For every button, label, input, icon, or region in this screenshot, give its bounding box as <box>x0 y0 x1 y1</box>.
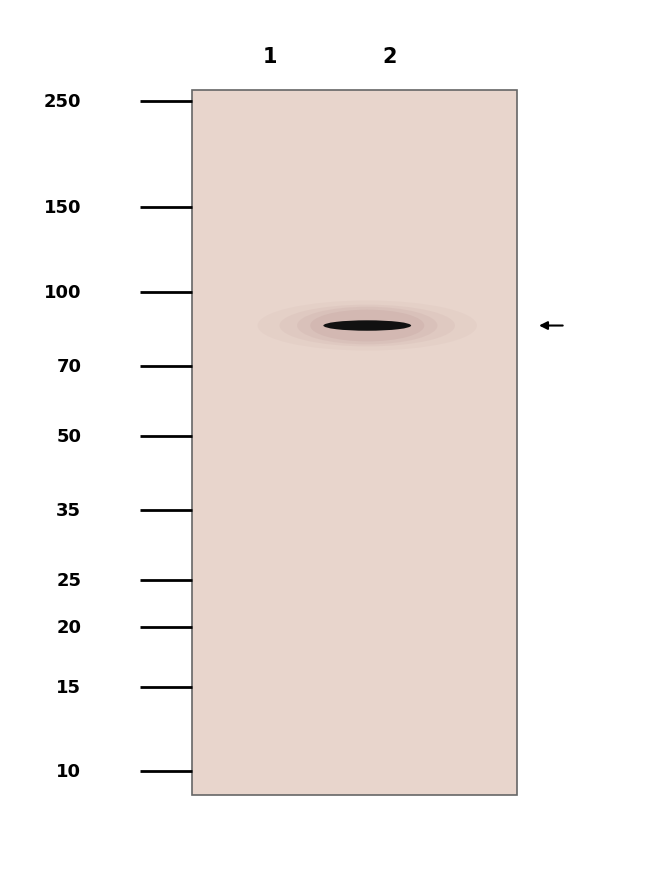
Text: 35: 35 <box>57 501 81 520</box>
Text: 50: 50 <box>57 428 81 446</box>
Ellipse shape <box>310 310 424 342</box>
Ellipse shape <box>297 308 437 345</box>
Text: 2: 2 <box>383 47 397 66</box>
Text: 10: 10 <box>57 762 81 780</box>
Ellipse shape <box>257 302 477 351</box>
Text: 70: 70 <box>57 357 81 375</box>
Text: 15: 15 <box>57 678 81 696</box>
Text: 150: 150 <box>44 199 81 217</box>
Text: 20: 20 <box>57 618 81 636</box>
Ellipse shape <box>280 305 455 347</box>
Ellipse shape <box>323 321 411 331</box>
Text: 100: 100 <box>44 283 81 302</box>
Bar <box>192 91 517 795</box>
Text: 25: 25 <box>57 572 81 590</box>
Text: 1: 1 <box>263 47 277 66</box>
Text: 250: 250 <box>44 93 81 111</box>
